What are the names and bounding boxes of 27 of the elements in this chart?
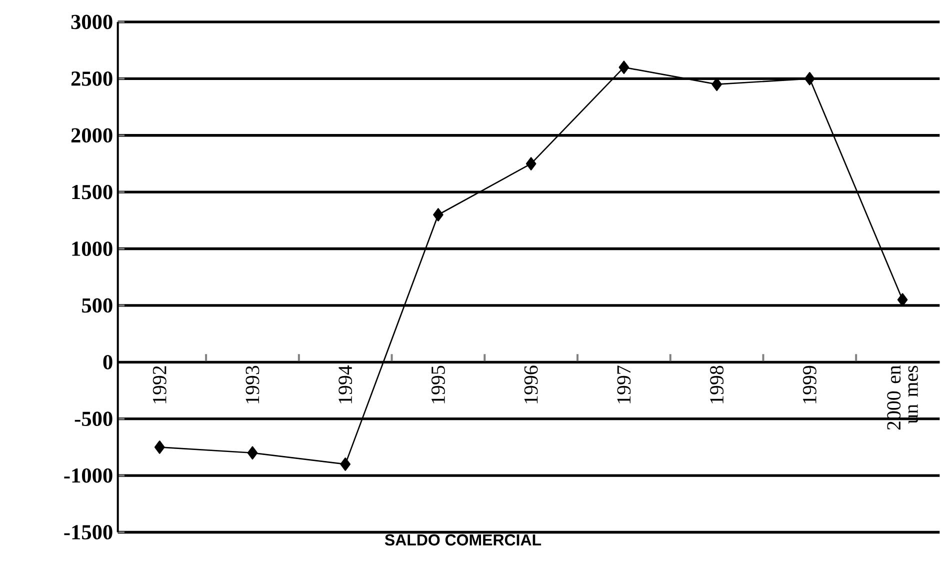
y-tick-label: 1500: [72, 184, 112, 200]
x-tick-label: 1997: [617, 366, 631, 404]
y-tick-label: 500: [82, 298, 112, 313]
y-tick-label: -1000: [64, 468, 112, 483]
x-tick-label: 1992: [152, 366, 166, 404]
text: SALDO COMERCIAL: [384, 534, 542, 546]
x-tick-label: 1993: [246, 366, 260, 404]
point: [340, 457, 351, 471]
point: [804, 72, 815, 86]
x-tick-label: 1996: [524, 366, 538, 404]
point: [433, 208, 444, 222]
point: [897, 293, 908, 306]
y-tick-label: 2500: [71, 71, 112, 86]
y-tick-label: -1500: [64, 524, 112, 540]
point: [618, 60, 630, 74]
y-tick-label: 1000: [72, 241, 112, 256]
point: [154, 440, 165, 454]
point: [247, 446, 258, 460]
y-tick-label: -500: [74, 412, 112, 426]
x-tick-label: 1999: [802, 366, 816, 404]
y-tick-label: 3000: [71, 14, 112, 30]
x-tick-label: 1994: [338, 365, 352, 404]
x-tick-label: 1995: [432, 366, 445, 404]
point: [526, 156, 536, 170]
x-tick-label: 1998: [710, 366, 724, 404]
y-tick-label: 0: [103, 354, 112, 370]
y-tick-label: 2000: [71, 128, 112, 142]
